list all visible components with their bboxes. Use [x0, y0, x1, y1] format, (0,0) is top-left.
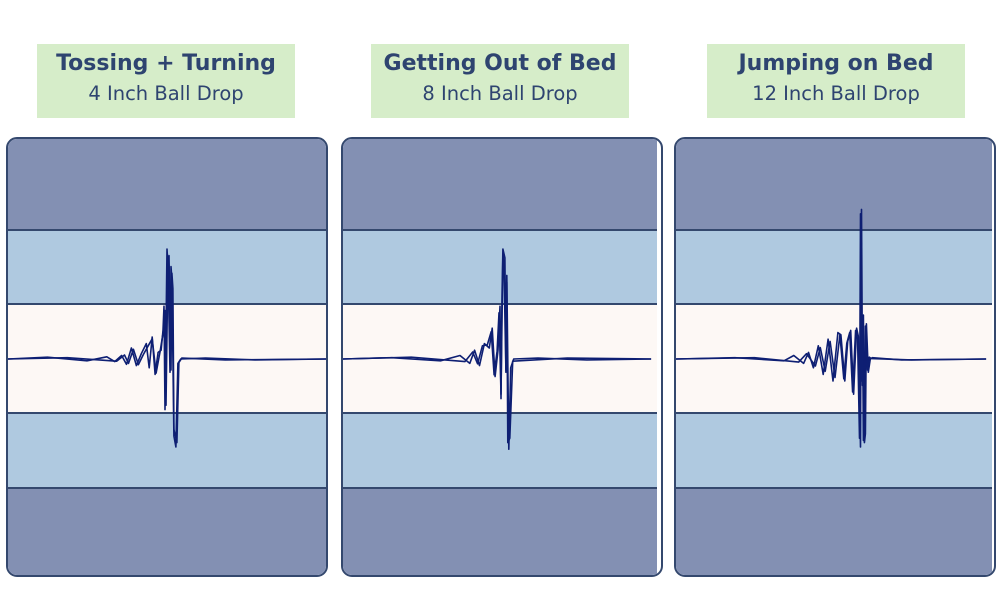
- label-title: Tossing + Turning: [56, 51, 276, 76]
- motion-panel-jumping-on-bed: [674, 137, 996, 577]
- label-title: Getting Out of Bed: [383, 51, 617, 76]
- band-0: [343, 139, 657, 230]
- motion-chart-tossing-turning: [8, 139, 326, 575]
- label-title: Jumping on Bed: [738, 51, 934, 76]
- band-3: [343, 413, 657, 488]
- motion-chart-getting-out-of-bed: [343, 139, 657, 575]
- band-0: [8, 139, 326, 230]
- label-subtitle: 4 Inch Ball Drop: [88, 82, 244, 105]
- band-4: [676, 488, 992, 575]
- motion-trace-1: [676, 213, 987, 442]
- motion-trace-0: [676, 208, 987, 448]
- motion-panel-tossing-turning: [6, 137, 328, 577]
- motion-panel-getting-out-of-bed: [341, 137, 663, 577]
- band-3: [676, 413, 992, 488]
- label-tossing-turning: Tossing + Turning 4 Inch Ball Drop: [37, 44, 295, 118]
- band-1: [676, 230, 992, 304]
- motion-trace-0: [343, 248, 652, 451]
- label-getting-out-of-bed: Getting Out of Bed 8 Inch Ball Drop: [371, 44, 629, 118]
- motion-chart-jumping-on-bed: [676, 139, 992, 575]
- label-jumping-on-bed: Jumping on Bed 12 Inch Ball Drop: [707, 44, 965, 118]
- label-subtitle: 12 Inch Ball Drop: [752, 82, 920, 105]
- motion-trace-1: [343, 252, 652, 444]
- band-3: [8, 413, 326, 488]
- band-0: [676, 139, 992, 230]
- motion-trace-1: [8, 254, 326, 444]
- label-subtitle: 8 Inch Ball Drop: [422, 82, 578, 105]
- band-4: [8, 488, 326, 575]
- band-4: [343, 488, 657, 575]
- band-1: [343, 230, 657, 304]
